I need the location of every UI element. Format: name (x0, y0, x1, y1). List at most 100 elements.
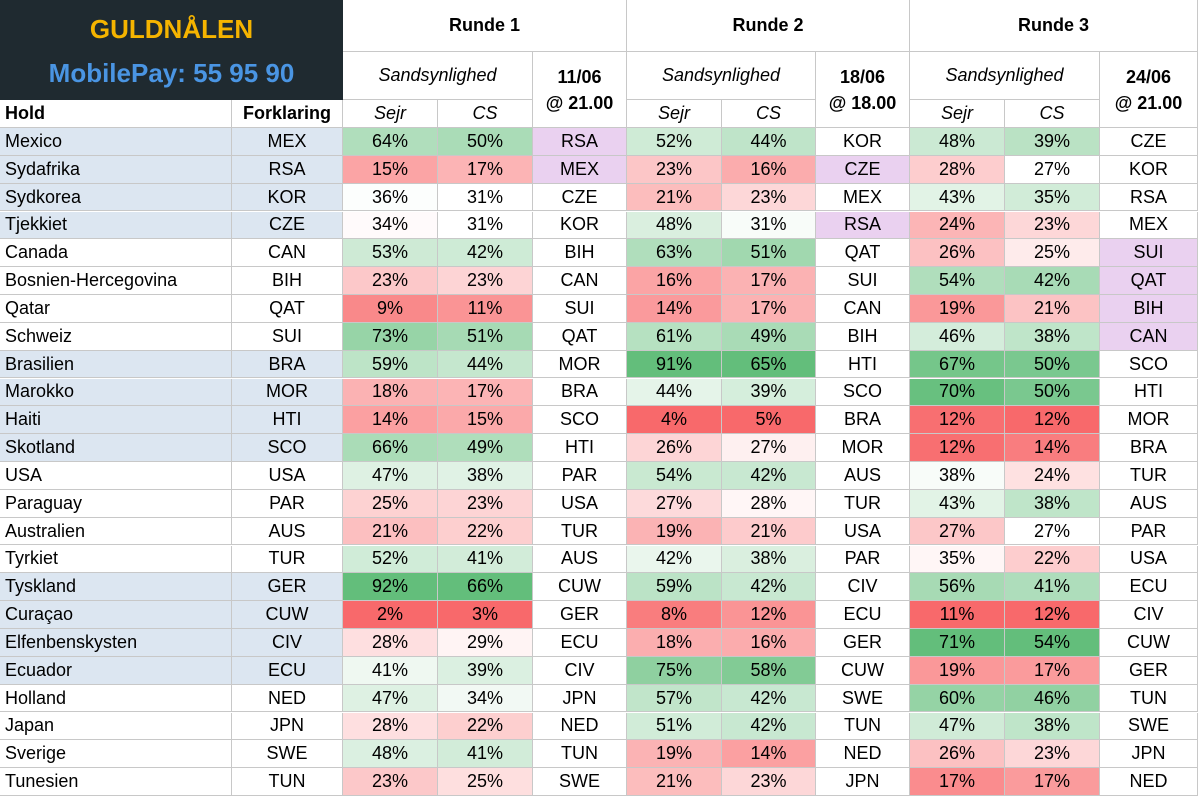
win-probability: 64% (343, 128, 438, 156)
win-probability: 26% (910, 740, 1005, 769)
clean-sheet-probability: 16% (722, 155, 816, 184)
win-probability: 54% (627, 462, 722, 490)
win-probability: 19% (627, 517, 722, 546)
team-name: Holland (0, 684, 232, 713)
team-code: RSA (232, 155, 343, 184)
team-code: TUN (232, 768, 343, 796)
opponent: MEX (533, 155, 627, 184)
win-probability: 9% (343, 295, 438, 323)
team-name: Tyrkiet (0, 545, 232, 574)
team-code: BRA (232, 350, 343, 379)
opponent: NED (1100, 768, 1198, 796)
win-probability: 15% (343, 155, 438, 184)
clean-sheet-probability: 46% (1005, 684, 1100, 713)
match-time: @ 21.00 (1114, 92, 1183, 113)
clean-sheet-probability: 31% (722, 211, 816, 240)
clean-sheet-probability: 17% (722, 295, 816, 323)
team-name: Sverige (0, 740, 232, 769)
win-probability: 53% (343, 239, 438, 268)
team-code: AUS (232, 517, 343, 546)
clean-sheet-probability: 39% (1005, 128, 1100, 156)
win-probability: 60% (910, 684, 1005, 713)
team-name: Tunesien (0, 768, 232, 796)
win-probability: 43% (910, 183, 1005, 212)
opponent: HTI (533, 434, 627, 462)
win-probability: 12% (910, 434, 1005, 462)
team-code: CIV (232, 629, 343, 657)
clean-sheet-probability: 31% (438, 211, 533, 240)
clean-sheet-probability: 27% (1005, 155, 1100, 184)
opponent: RSA (1100, 183, 1198, 212)
clean-sheet-probability: 17% (438, 155, 533, 184)
win-probability: 25% (343, 489, 438, 518)
opponent: SUI (816, 267, 910, 295)
team-code: MEX (232, 128, 343, 156)
win-probability: 19% (910, 656, 1005, 685)
opponent: MOR (1100, 406, 1198, 435)
opponent: NED (533, 712, 627, 741)
win-probability: 18% (343, 378, 438, 407)
win-probability: 47% (343, 684, 438, 713)
win-probability: 75% (627, 656, 722, 685)
team-name: Schweiz (0, 322, 232, 351)
clean-sheet-probability: 16% (722, 629, 816, 657)
probability-header: Sandsynlighed (343, 52, 533, 100)
match-date: 24/06 @ 21.00 (1100, 52, 1198, 128)
team-name: Tyskland (0, 573, 232, 602)
clean-sheet-probability: 14% (722, 740, 816, 769)
win-probability: 27% (910, 517, 1005, 546)
clean-sheet-probability: 35% (1005, 183, 1100, 212)
win-probability: 23% (343, 768, 438, 796)
opponent: KOR (1100, 155, 1198, 184)
win-probability: 26% (910, 239, 1005, 268)
clean-sheet-probability: 23% (722, 183, 816, 212)
win-probability: 11% (910, 601, 1005, 629)
team-code: MOR (232, 378, 343, 407)
column-header: CS (1005, 100, 1100, 128)
opponent: KOR (816, 128, 910, 156)
win-probability: 21% (627, 768, 722, 796)
win-probability: 67% (910, 350, 1005, 379)
opponent: QAT (1100, 267, 1198, 295)
opponent: PAR (533, 462, 627, 490)
win-probability: 2% (343, 601, 438, 629)
clean-sheet-probability: 15% (438, 406, 533, 435)
win-probability: 12% (910, 406, 1005, 435)
win-probability: 42% (627, 545, 722, 574)
team-name: Curaçao (0, 601, 232, 629)
win-probability: 28% (343, 629, 438, 657)
clean-sheet-probability: 50% (1005, 350, 1100, 379)
win-probability: 35% (910, 545, 1005, 574)
clean-sheet-probability: 42% (722, 684, 816, 713)
opponent: BIH (533, 239, 627, 268)
win-probability: 59% (343, 350, 438, 379)
opponent: AUS (816, 462, 910, 490)
win-probability: 21% (343, 517, 438, 546)
column-header: Forklaring (232, 100, 343, 128)
win-probability: 92% (343, 573, 438, 602)
match-date: 18/06 (839, 66, 886, 87)
opponent: MEX (1100, 211, 1198, 240)
opponent: CIV (816, 573, 910, 602)
clean-sheet-probability: 31% (438, 183, 533, 212)
clean-sheet-probability: 27% (1005, 517, 1100, 546)
win-probability: 48% (343, 740, 438, 769)
win-probability: 59% (627, 573, 722, 602)
opponent: SUI (533, 295, 627, 323)
clean-sheet-probability: 51% (722, 239, 816, 268)
clean-sheet-probability: 44% (438, 350, 533, 379)
opponent: JPN (816, 768, 910, 796)
opponent: SUI (1100, 239, 1198, 268)
team-name: Tjekkiet (0, 211, 232, 240)
win-probability: 24% (910, 211, 1005, 240)
clean-sheet-probability: 28% (722, 489, 816, 518)
opponent: GER (816, 629, 910, 657)
clean-sheet-probability: 51% (438, 322, 533, 351)
match-date: 24/06 (1125, 66, 1172, 87)
opponent: SWE (1100, 712, 1198, 741)
opponent: CUW (533, 573, 627, 602)
team-name: Bosnien-Hercegovina (0, 267, 232, 295)
column-header: Hold (0, 100, 232, 128)
opponent: MOR (816, 434, 910, 462)
team-code: SCO (232, 434, 343, 462)
